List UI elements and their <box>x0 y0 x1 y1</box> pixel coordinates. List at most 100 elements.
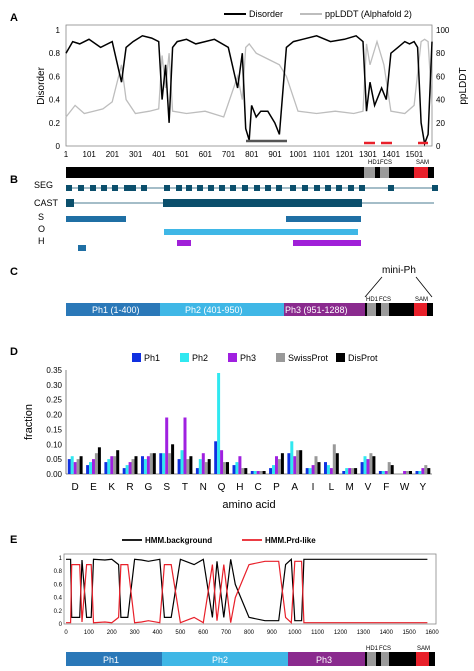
bar-disprot-q <box>226 462 229 474</box>
bar-ph3-h <box>238 456 242 474</box>
panel-d-xtick: V <box>365 482 372 493</box>
bar-ph1-n <box>195 468 199 474</box>
panel-d-ytick: 0.30 <box>46 381 62 390</box>
seg-block <box>208 185 214 191</box>
ph3-segment <box>284 303 365 316</box>
panel-a-xtick: 1401 <box>382 150 400 159</box>
bar-swissprot-t <box>186 459 190 474</box>
bar-ph1-r <box>122 468 126 474</box>
plddt-line <box>65 38 433 118</box>
label-hd1: HD1 <box>368 160 381 166</box>
seg-block <box>197 185 203 191</box>
bar-swissprot-e <box>94 453 98 474</box>
bar-disprot-c <box>262 471 266 474</box>
panel-a-yticks-right: 0 20 40 60 80 100 <box>436 26 450 151</box>
seg-block <box>112 185 118 191</box>
bar-ph2-q <box>217 373 221 474</box>
bar-ph2-r <box>125 465 129 474</box>
panel-a-yticks-left: 0 0.2 0.4 0.6 0.8 1 <box>49 26 61 151</box>
row-label-o: O <box>38 224 45 234</box>
bar-ph2-g <box>143 459 147 474</box>
e-label-fcs: FCS <box>379 646 391 652</box>
panel-d-bars <box>67 373 431 474</box>
bar-ph2-k <box>107 459 111 474</box>
panel-d-xtick: I <box>312 482 315 493</box>
mini-ph-bracket-right <box>415 276 433 298</box>
bar-disprot-f <box>390 465 394 474</box>
bar-ph1-c <box>250 471 254 474</box>
c-label-hd1: HD1 <box>366 297 379 303</box>
e-ph2-segment <box>162 652 288 666</box>
e-ph3-label: Ph3 <box>316 655 332 665</box>
bar-ph3-p <box>275 456 278 474</box>
panel-a-ytick-right: 0 <box>436 142 441 151</box>
bar-disprot-r <box>134 456 138 474</box>
bar-ph1-s <box>159 453 163 474</box>
bar-ph1-v <box>360 462 364 474</box>
c-label-sam: SAM <box>415 297 428 303</box>
bar-disprot-v <box>372 456 376 474</box>
bar-ph3-f <box>384 471 388 474</box>
panel-a-frame <box>65 24 433 147</box>
bar-ph2-m <box>345 468 349 474</box>
row-label-seg: SEG <box>34 180 53 190</box>
bar-swissprot-l <box>332 444 336 474</box>
panel-a-ytick-right: 80 <box>436 49 445 58</box>
panel-e-ytick: 0.6 <box>54 582 63 588</box>
o-block-1 <box>164 229 358 235</box>
hmm-prd-line <box>66 560 428 625</box>
bar-disprot-e <box>97 447 101 474</box>
bar-ph2-t <box>180 450 184 474</box>
panel-d-xtick: A <box>291 482 298 493</box>
bar-ph1-a <box>287 453 291 474</box>
panel-a-ylabel-right: ppLDDT <box>458 67 469 104</box>
panel-d-ytick: 0.05 <box>46 455 62 464</box>
seg-block <box>78 185 84 191</box>
panel-d-xlabel: amino acid <box>222 499 275 511</box>
panel-e-xtick: 800 <box>244 630 255 636</box>
row-label-s: S <box>38 212 44 222</box>
panel-d-legend-swatch <box>180 353 189 362</box>
seg-block <box>164 185 170 191</box>
legend-disorder-label: Disorder <box>249 9 283 19</box>
panel-a-xtick: 101 <box>83 150 97 159</box>
panel-a-xtick: 301 <box>129 150 143 159</box>
panel-d-legend-label: DisProt <box>348 353 378 363</box>
sam-box <box>414 167 428 178</box>
panel-d-legend-swatch <box>336 353 345 362</box>
panel-a-ytick-left: 0.8 <box>49 49 61 58</box>
bar-ph2-c <box>253 471 257 474</box>
bar-ph3-q <box>220 450 224 474</box>
bar-swissprot-g <box>149 453 153 474</box>
panel-e-xtick: 1400 <box>380 630 394 636</box>
seg-block <box>124 185 130 191</box>
bar-disprot-t <box>189 456 193 474</box>
seg-block <box>290 185 296 191</box>
spacer-box-2 <box>389 167 414 178</box>
h-block-2 <box>293 240 361 246</box>
panel-e-xtick: 400 <box>152 630 163 636</box>
bar-ph3-l <box>329 468 333 474</box>
bar-ph3-n <box>201 453 205 474</box>
panel-a-xticks: 1 101 201 301 401 501 601 701 801 901 1001 1101 1201… <box>64 150 424 159</box>
bar-ph2-e <box>89 462 92 474</box>
ph3-label: Ph3 (951-1288) <box>285 305 348 315</box>
e-ph2-label: Ph2 <box>212 655 228 665</box>
bar-ph2-h <box>235 462 239 474</box>
label-fcs: FCS <box>380 160 392 166</box>
panel-d-ytick: 0.10 <box>46 440 62 449</box>
bar-ph1-t <box>177 459 181 474</box>
bar-ph2-a <box>290 441 294 474</box>
bar-ph3-t <box>183 417 187 474</box>
bar-ph2-v <box>363 456 367 474</box>
bar-ph2-i <box>308 468 312 474</box>
bar-ph3-y <box>421 468 425 474</box>
panel-a-ytick-right: 20 <box>436 119 445 128</box>
bar-disprot-p <box>280 453 284 474</box>
panel-d-xtick: R <box>126 482 133 493</box>
panel-d-legend-label: Ph3 <box>240 353 256 363</box>
panel-a-ylabel-left: Disorder <box>36 66 47 104</box>
c-fcs-box <box>381 303 389 316</box>
seg-block <box>388 185 394 191</box>
